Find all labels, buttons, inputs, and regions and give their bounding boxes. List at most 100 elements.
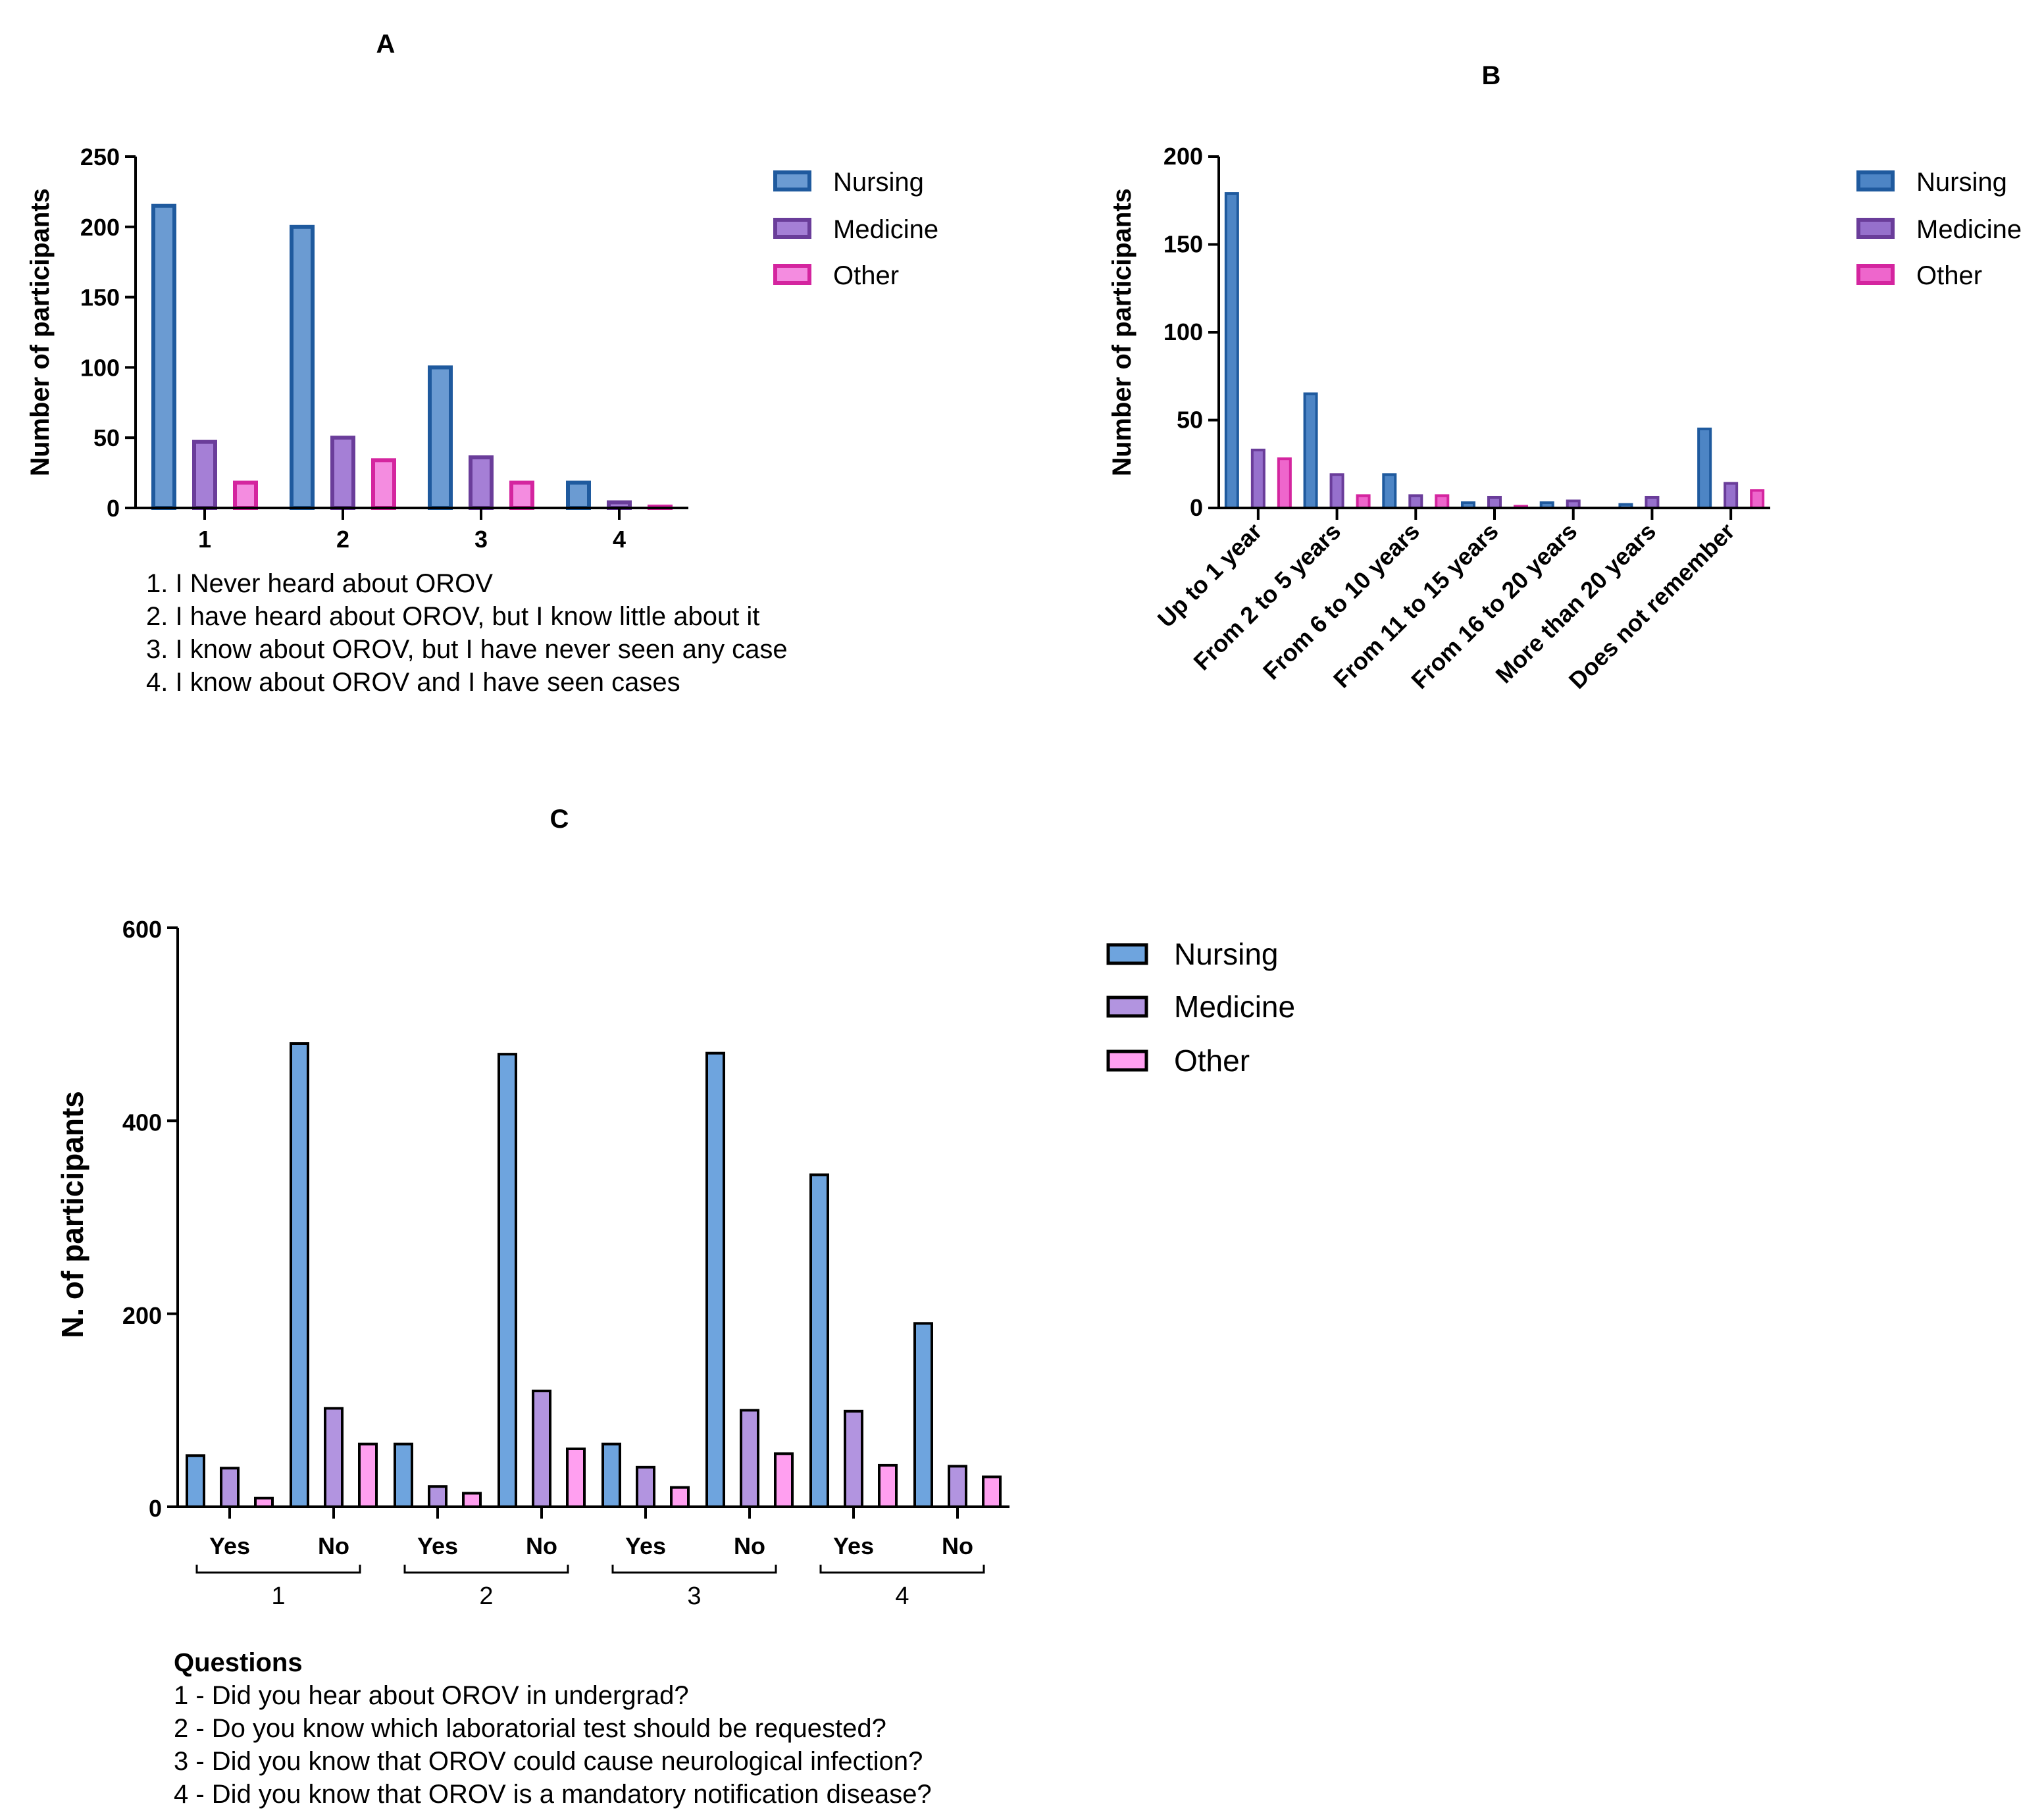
panel-b-legend-item-medicine: Medicine: [1856, 215, 2022, 244]
legend-label-medicine: Medicine: [1916, 215, 2022, 244]
panel-b-y-ticks: 0 50 100 150 200: [1163, 143, 1219, 521]
bar-other-3: [509, 480, 534, 510]
bar-nursing-4: [498, 1053, 517, 1508]
bar-medicine-2: [330, 436, 355, 511]
bar-nursing-3: [428, 365, 453, 511]
x-tick-label: 2: [336, 526, 349, 553]
legend-label-medicine: Medicine: [1174, 990, 1295, 1024]
x-tick-label: No: [526, 1532, 557, 1559]
bar-medicine-4: [532, 1390, 551, 1508]
panel-a-note-2: 2. I have heard about OROV, but I know l…: [146, 602, 759, 631]
panel-c-notes: Questions 1 - Did you hear about OROV in…: [174, 1648, 932, 1809]
y-tick-label: 100: [1163, 318, 1203, 345]
x-tick-label: No: [942, 1532, 973, 1559]
bar-other-5: [670, 1486, 690, 1509]
panel-a-title: A: [376, 30, 396, 59]
bar-nursing-1: [1224, 192, 1239, 509]
bar-nursing-8: [913, 1322, 933, 1509]
legend-swatch-other: [1106, 1049, 1148, 1072]
bar-other-2: [1356, 494, 1371, 509]
bar-nursing-2: [290, 1042, 309, 1508]
panel-c-note-4: 4 - Did you know that OROV is a mandator…: [174, 1780, 932, 1809]
bar-nursing-7: [1697, 427, 1712, 509]
bar-medicine-3: [469, 455, 494, 510]
bar-other-1: [1277, 457, 1292, 509]
legend-label-nursing: Nursing: [833, 168, 924, 197]
panel-c-question-groups: 1 2 3 4: [195, 1565, 985, 1610]
bar-nursing-3: [1382, 473, 1397, 510]
y-tick-label: 0: [149, 1495, 162, 1522]
panel-a-legend-item-medicine: Medicine: [773, 215, 938, 244]
bar-medicine-8: [948, 1465, 967, 1508]
bar-nursing-4: [566, 480, 591, 510]
panel-a-note-1: 1. I Never heard about OROV: [146, 569, 493, 598]
bar-other-4: [566, 1448, 586, 1508]
y-tick-label: 150: [1163, 231, 1203, 258]
panel-c-legend: Nursing Medicine Other: [1106, 937, 1295, 1078]
panel-c-legend-item-medicine: Medicine: [1106, 990, 1295, 1024]
panel-a-legend-item-nursing: Nursing: [773, 168, 924, 197]
legend-label-other: Other: [1916, 261, 1982, 290]
x-tick-label: From 6 to 10 years: [1258, 518, 1425, 685]
legend-label-nursing: Nursing: [1916, 168, 2007, 197]
x-tick-label: No: [734, 1532, 765, 1559]
question-group-bracket: [819, 1565, 985, 1574]
bar-medicine-2: [324, 1407, 344, 1508]
bar-medicine-3: [1408, 494, 1423, 509]
y-tick-label: 50: [1177, 407, 1203, 434]
x-tick-label: Yes: [417, 1532, 458, 1559]
bar-medicine-7: [1724, 482, 1739, 509]
panel-a-note-4: 4. I know about OROV and I have seen cas…: [146, 668, 680, 697]
x-tick-label: Yes: [625, 1532, 666, 1559]
x-tick-label: Yes: [209, 1532, 250, 1559]
question-group-label: 3: [687, 1582, 701, 1610]
panel-c-note-3: 3 - Did you know that OROV could cause n…: [174, 1747, 923, 1776]
bar-other-3: [1435, 494, 1450, 509]
panel-c-y-ticks: 0 200 400 600: [122, 916, 178, 1522]
y-tick-label: 50: [93, 424, 120, 451]
panel-c-notes-title: Questions: [174, 1648, 303, 1677]
panel-c-y-axis-title: N. of participants: [55, 1091, 89, 1338]
panel-a-x-ticks: 1 2 3 4: [198, 508, 626, 553]
question-group-label: 1: [271, 1582, 285, 1610]
panel-b: B Number of participants 0 50 100 150 200 Up…: [1108, 61, 2022, 694]
bar-medicine-3: [428, 1485, 447, 1508]
x-tick-label: From 2 to 5 years: [1188, 518, 1346, 676]
bar-medicine-4: [1487, 495, 1502, 509]
question-group-bracket: [403, 1565, 569, 1574]
panel-c-note-2: 2 - Do you know which laboratorial test …: [174, 1714, 886, 1743]
x-tick-label: No: [318, 1532, 349, 1559]
x-tick-label: Yes: [833, 1532, 874, 1559]
legend-swatch-other: [773, 264, 811, 285]
y-tick-label: 150: [80, 284, 120, 311]
bar-nursing-2: [290, 224, 315, 510]
legend-swatch-nursing: [1856, 170, 1895, 191]
panel-b-legend: Nursing Medicine Other: [1856, 168, 2022, 290]
bar-other-2: [371, 458, 396, 510]
panel-a-note-3: 3. I know about OROV, but I have never s…: [146, 635, 788, 664]
bar-medicine-1: [1250, 448, 1265, 510]
bar-nursing-1: [186, 1454, 205, 1508]
bar-nursing-2: [1303, 392, 1318, 510]
question-group-bracket: [611, 1565, 777, 1574]
y-tick-label: 0: [107, 495, 120, 522]
legend-swatch-medicine: [773, 218, 811, 239]
bar-medicine-7: [844, 1409, 863, 1509]
y-tick-label: 200: [1163, 143, 1203, 170]
panel-c-bars: [186, 1042, 1002, 1509]
legend-swatch-medicine: [1106, 996, 1148, 1018]
panel-b-legend-item-nursing: Nursing: [1856, 168, 2007, 197]
panel-a-legend: Nursing Medicine Other: [773, 168, 938, 290]
bar-medicine-1: [220, 1467, 240, 1508]
y-tick-label: 400: [122, 1109, 162, 1136]
question-group-label: 2: [479, 1582, 493, 1610]
legend-swatch-medicine: [1856, 218, 1895, 239]
panel-c-title: C: [550, 805, 569, 834]
panel-b-legend-item-other: Other: [1856, 261, 1982, 290]
bar-nursing-6: [705, 1051, 725, 1508]
legend-swatch-nursing: [1106, 943, 1148, 965]
bar-nursing-3: [394, 1442, 413, 1509]
panel-a: A Number of participants 0 50 100 150 200 250…: [26, 30, 938, 697]
